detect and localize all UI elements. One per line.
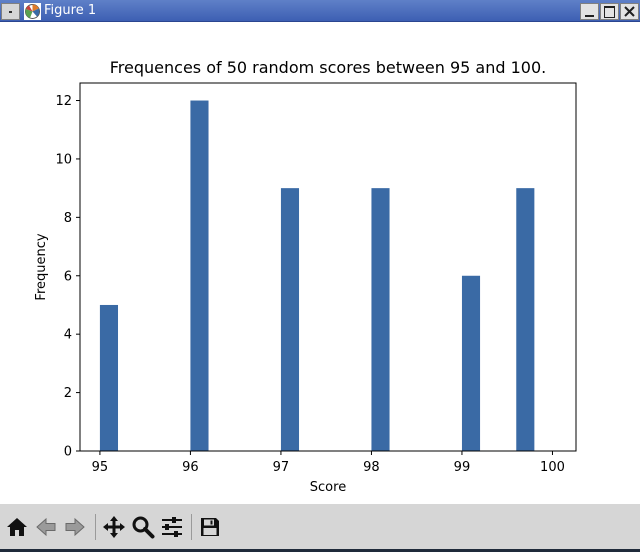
save-button[interactable] xyxy=(197,514,223,540)
x-axis-ticks: 95 96 97 98 99 100 xyxy=(92,451,565,475)
x-tick-label: 98 xyxy=(363,460,380,475)
y-tick-label: 4 xyxy=(64,328,72,343)
bars-layer xyxy=(99,100,535,452)
histogram-bar-0 xyxy=(99,304,119,451)
x-tick-label: 96 xyxy=(182,460,199,475)
close-button[interactable] xyxy=(620,3,639,20)
save-floppy-icon xyxy=(201,518,219,536)
toolbar-separator xyxy=(95,514,96,540)
pan-button[interactable] xyxy=(101,514,127,540)
figure-canvas[interactable]: Frequences of 50 random scores between 9… xyxy=(0,22,640,504)
home-button[interactable] xyxy=(4,514,30,540)
toolbar-bottom-border xyxy=(0,549,640,552)
configure-subplots-button[interactable] xyxy=(159,514,185,540)
matplotlib-logo-icon xyxy=(24,3,41,20)
axes-frame xyxy=(79,82,577,452)
y-tick-label: 8 xyxy=(64,211,72,226)
home-icon xyxy=(7,518,27,536)
back-button[interactable] xyxy=(33,514,59,540)
y-tick-label: 12 xyxy=(55,94,72,109)
forward-arrow-icon xyxy=(65,517,85,537)
maximize-button[interactable] xyxy=(600,3,619,20)
x-tick-label: 97 xyxy=(273,460,290,475)
y-tick-label: 0 xyxy=(64,445,72,460)
window-titlebar[interactable]: Figure 1 xyxy=(0,0,640,22)
minimize-button[interactable] xyxy=(580,3,599,20)
pan-move-icon xyxy=(103,516,125,538)
window-menu-button[interactable] xyxy=(1,3,20,20)
chart-title: Frequences of 50 random scores between 9… xyxy=(110,58,547,77)
x-tick-label: 95 xyxy=(92,460,109,475)
y-axis-label: Frequency xyxy=(34,233,49,300)
y-tick-label: 10 xyxy=(55,152,72,167)
back-arrow-icon xyxy=(36,517,56,537)
navigation-toolbar xyxy=(0,504,640,552)
forward-button[interactable] xyxy=(62,514,88,540)
histogram-bar-2 xyxy=(280,188,300,451)
histogram-bar-3 xyxy=(371,188,390,451)
x-tick-label: 99 xyxy=(454,460,471,475)
window-title: Figure 1 xyxy=(44,3,97,18)
histogram-bar-4 xyxy=(461,275,481,451)
toolbar-separator xyxy=(191,514,192,540)
y-tick-label: 6 xyxy=(64,269,72,284)
x-tick-label: 100 xyxy=(540,460,565,475)
configure-subplots-icon xyxy=(162,517,182,537)
y-axis-ticks: 0 2 4 6 8 10 12 xyxy=(55,94,80,460)
x-axis-label: Score xyxy=(310,480,346,495)
zoom-button[interactable] xyxy=(130,514,156,540)
zoom-magnifier-icon xyxy=(132,516,155,539)
close-icon xyxy=(624,6,635,17)
histogram-bar-1 xyxy=(190,100,209,452)
histogram-bar-5 xyxy=(516,188,535,451)
y-tick-label: 2 xyxy=(64,386,72,401)
